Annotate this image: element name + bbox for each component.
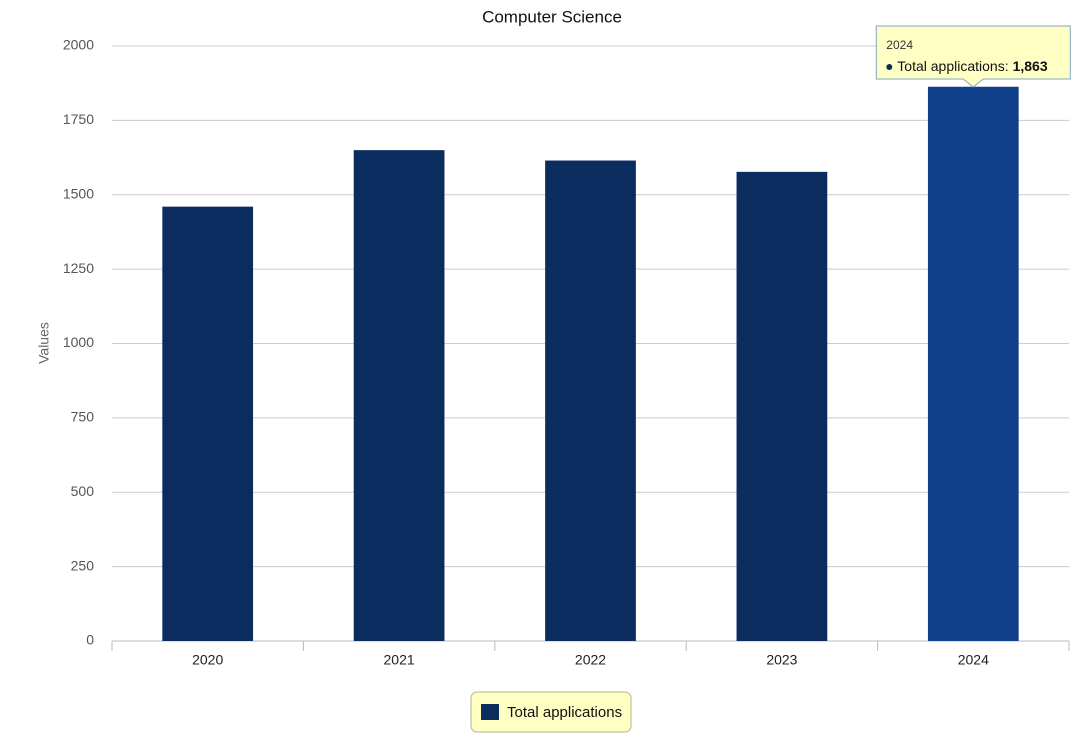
x-tick-label: 2023 xyxy=(766,652,797,668)
y-tick-label: 1000 xyxy=(63,334,94,350)
tooltip-value: 1,863 xyxy=(1013,58,1048,74)
bar xyxy=(545,160,636,641)
chart-title: Computer Science xyxy=(482,7,622,26)
y-axis-label: Values xyxy=(36,322,52,364)
tooltip-title: 2024 xyxy=(886,38,913,52)
x-tick-label: 2020 xyxy=(192,652,223,668)
x-tick-label: 2021 xyxy=(384,652,415,668)
y-tick-label: 750 xyxy=(71,409,95,425)
tooltip-series: Total applications: xyxy=(897,58,1008,74)
tooltip-bullet xyxy=(886,64,893,70)
legend-swatch xyxy=(481,704,499,720)
tooltip-box xyxy=(875,25,1071,88)
legend-label: Total applications xyxy=(507,704,622,721)
legend-box xyxy=(470,691,632,733)
y-tick-label: 1250 xyxy=(63,260,94,276)
x-tick-label: 2024 xyxy=(958,652,989,668)
y-tick-label: 250 xyxy=(71,557,95,573)
tooltip-text: Total applications: 1,863 xyxy=(897,58,1048,74)
tooltip: 2024 Total applications: 1,863 xyxy=(875,25,1071,88)
y-tick-label: 0 xyxy=(86,632,94,648)
bar xyxy=(353,150,445,641)
x-tick-label: 2022 xyxy=(575,652,606,668)
y-tick-label: 500 xyxy=(71,483,95,499)
bar xyxy=(736,171,828,641)
y-tick-label: 2000 xyxy=(63,37,94,53)
y-tick-label: 1750 xyxy=(63,111,94,127)
bar xyxy=(162,206,254,641)
y-tick-label: 1500 xyxy=(63,185,94,201)
bar xyxy=(927,86,1019,641)
legend: Total applications xyxy=(470,691,632,733)
